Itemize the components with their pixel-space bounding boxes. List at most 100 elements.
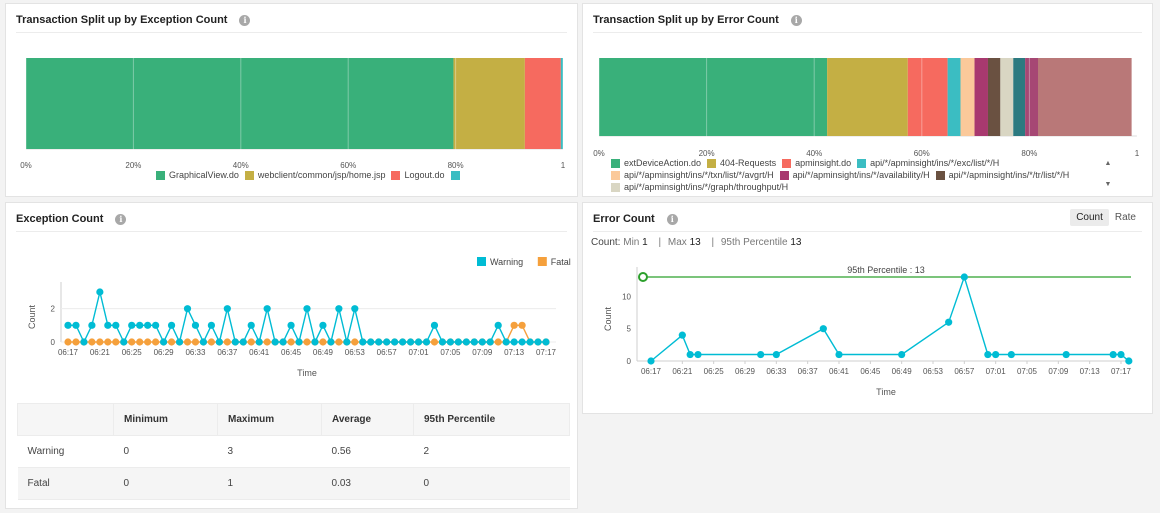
- data-point: [678, 331, 686, 339]
- info-icon[interactable]: i: [666, 213, 678, 225]
- max-label: Max: [667, 237, 687, 248]
- legend-item[interactable]: GraphicalView.do: [156, 169, 239, 181]
- data-point: [104, 321, 112, 329]
- exception-count-panel: Exception Count i 0 2 06:17 06:21 06:25 06:29…: [5, 202, 578, 509]
- bar-segment: [453, 58, 525, 149]
- legend-item[interactable]: api/*/apminsight/ins/*/exc/list/*/H: [857, 157, 999, 169]
- data-point: [287, 338, 295, 346]
- data-point: [319, 338, 327, 346]
- table-cell: 0: [113, 467, 218, 500]
- data-point: [183, 305, 192, 313]
- data-point: [960, 273, 968, 281]
- min-value: 1: [642, 237, 648, 248]
- legend-item[interactable]: apminsight.do: [782, 157, 851, 169]
- info-icon[interactable]: i: [790, 14, 802, 26]
- data-point: [430, 338, 439, 346]
- data-point: [319, 321, 327, 329]
- x-tick-label: 06:25: [704, 367, 725, 376]
- x-tick-label: 20%: [125, 161, 141, 170]
- legend-label: api/*/apminsight/ins/*/availability/H: [792, 170, 930, 180]
- table-cell: 2: [413, 435, 570, 468]
- data-point: [335, 305, 343, 313]
- data-point: [96, 338, 104, 346]
- divider: [16, 231, 567, 232]
- data-point: [694, 350, 702, 359]
- data-point: [167, 321, 176, 329]
- data-point: [757, 350, 765, 359]
- exception-split-title: Transaction Split up by Exception Count …: [16, 14, 251, 26]
- bar-segment: [947, 58, 961, 136]
- legend-label: GraphicalView.do: [169, 170, 239, 180]
- count-toggle-button[interactable]: Count: [1070, 209, 1109, 226]
- table-header: 95th Percentile: [413, 403, 570, 436]
- data-point: [207, 338, 215, 346]
- exception-split-panel: Transaction Split up by Exception Count …: [5, 3, 578, 197]
- rate-toggle-button[interactable]: Rate: [1114, 212, 1136, 223]
- x-tick-label: 06:21: [672, 367, 693, 376]
- legend-label: api/*/apminsight/ins/*/graph/throughput/…: [624, 182, 789, 192]
- data-point: [335, 338, 343, 346]
- data-point: [1117, 350, 1125, 359]
- legend-item[interactable]: extDeviceAction.do: [611, 157, 701, 169]
- y-tick-label: 0: [51, 338, 56, 347]
- data-point: [175, 338, 184, 346]
- error-split-panel: Transaction Split up by Error Count i 0%…: [582, 3, 1153, 197]
- data-point: [303, 305, 311, 313]
- legend-item[interactable]: 404-Requests: [707, 157, 776, 169]
- x-tick-label: 40%: [806, 149, 822, 158]
- legend-label: api/*/apminsight/ins/*/exc/list/*/H: [870, 158, 1000, 168]
- legend-item[interactable]: api/*/apminsight/ins/*/availability/H: [779, 169, 930, 181]
- legend-item[interactable]: api/*/apminsight/ins/*/txn/list/*/avgrt/…: [611, 169, 774, 181]
- x-tick-label: 07:09: [472, 348, 493, 357]
- table-cell: Fatal: [17, 467, 114, 500]
- legend-item[interactable]: api/*/apminsight/ins/*/tr/list/*/H: [935, 169, 1070, 181]
- data-point: [303, 338, 311, 346]
- legend-label: api/*/apminsight/ins/*/tr/list/*/H: [948, 170, 1070, 180]
- data-point: [391, 338, 399, 346]
- scroll-down-icon[interactable]: ▼: [1104, 181, 1112, 188]
- data-point: [128, 338, 136, 346]
- x-tick-label: 06:49: [313, 348, 334, 357]
- data-point: [263, 305, 271, 313]
- data-point: [191, 321, 200, 329]
- data-point: [112, 338, 120, 346]
- legend-swatch: [857, 158, 867, 168]
- legend-swatch: [935, 170, 945, 180]
- scroll-up-icon[interactable]: ▲: [1104, 160, 1112, 167]
- legend-swatch: [391, 170, 401, 180]
- info-icon[interactable]: i: [239, 14, 251, 26]
- legend-scroll[interactable]: ▲ ▼: [1102, 160, 1114, 188]
- table-header: Average: [321, 403, 414, 436]
- legend-item[interactable]: Logout.do: [391, 169, 445, 181]
- data-point: [167, 338, 176, 346]
- y-tick-label: 2: [51, 305, 56, 314]
- x-tick-label: 07:09: [1048, 367, 1069, 376]
- error-split-legend: extDeviceAction.do 404-Requests apminsight…: [611, 157, 1116, 193]
- data-point: [414, 338, 423, 346]
- data-point: [311, 338, 319, 346]
- data-point: [136, 321, 144, 329]
- data-point: [945, 318, 953, 326]
- exception-split-chart: 0% 20% 40% 60% 80% 1: [20, 58, 566, 170]
- x-tick-label: 80%: [448, 161, 464, 170]
- legend-item[interactable]: api/*/apminsight/ins/*/graph/throughput/…: [611, 181, 788, 193]
- x-tick-label: 07:13: [504, 348, 525, 357]
- legend-item[interactable]: [450, 169, 464, 181]
- x-tick-label: 06:53: [923, 367, 944, 376]
- x-tick-label: 06:17: [641, 367, 662, 376]
- x-tick-label: 06:41: [249, 348, 270, 357]
- table-row: Fatal 0 1 0.03 0: [17, 467, 570, 500]
- table-cell: 1: [217, 467, 322, 500]
- data-point: [1109, 350, 1117, 359]
- legend-item[interactable]: webclient/common/jsp/home.jsp: [244, 169, 385, 181]
- bar-segment: [907, 58, 948, 136]
- table-cell: Warning: [17, 435, 114, 468]
- y-tick-label: 0: [627, 357, 632, 366]
- data-point: [160, 338, 168, 346]
- divider: [593, 32, 1142, 33]
- data-point: [478, 338, 486, 346]
- x-tick-label: 06:21: [90, 348, 111, 357]
- bar-segment: [987, 58, 1001, 136]
- info-icon[interactable]: i: [115, 213, 127, 225]
- x-tick-label: 06:37: [798, 367, 819, 376]
